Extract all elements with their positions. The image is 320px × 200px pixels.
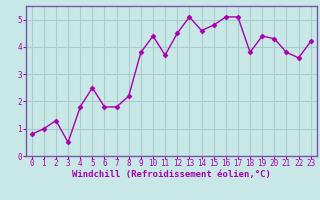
X-axis label: Windchill (Refroidissement éolien,°C): Windchill (Refroidissement éolien,°C): [72, 170, 271, 179]
